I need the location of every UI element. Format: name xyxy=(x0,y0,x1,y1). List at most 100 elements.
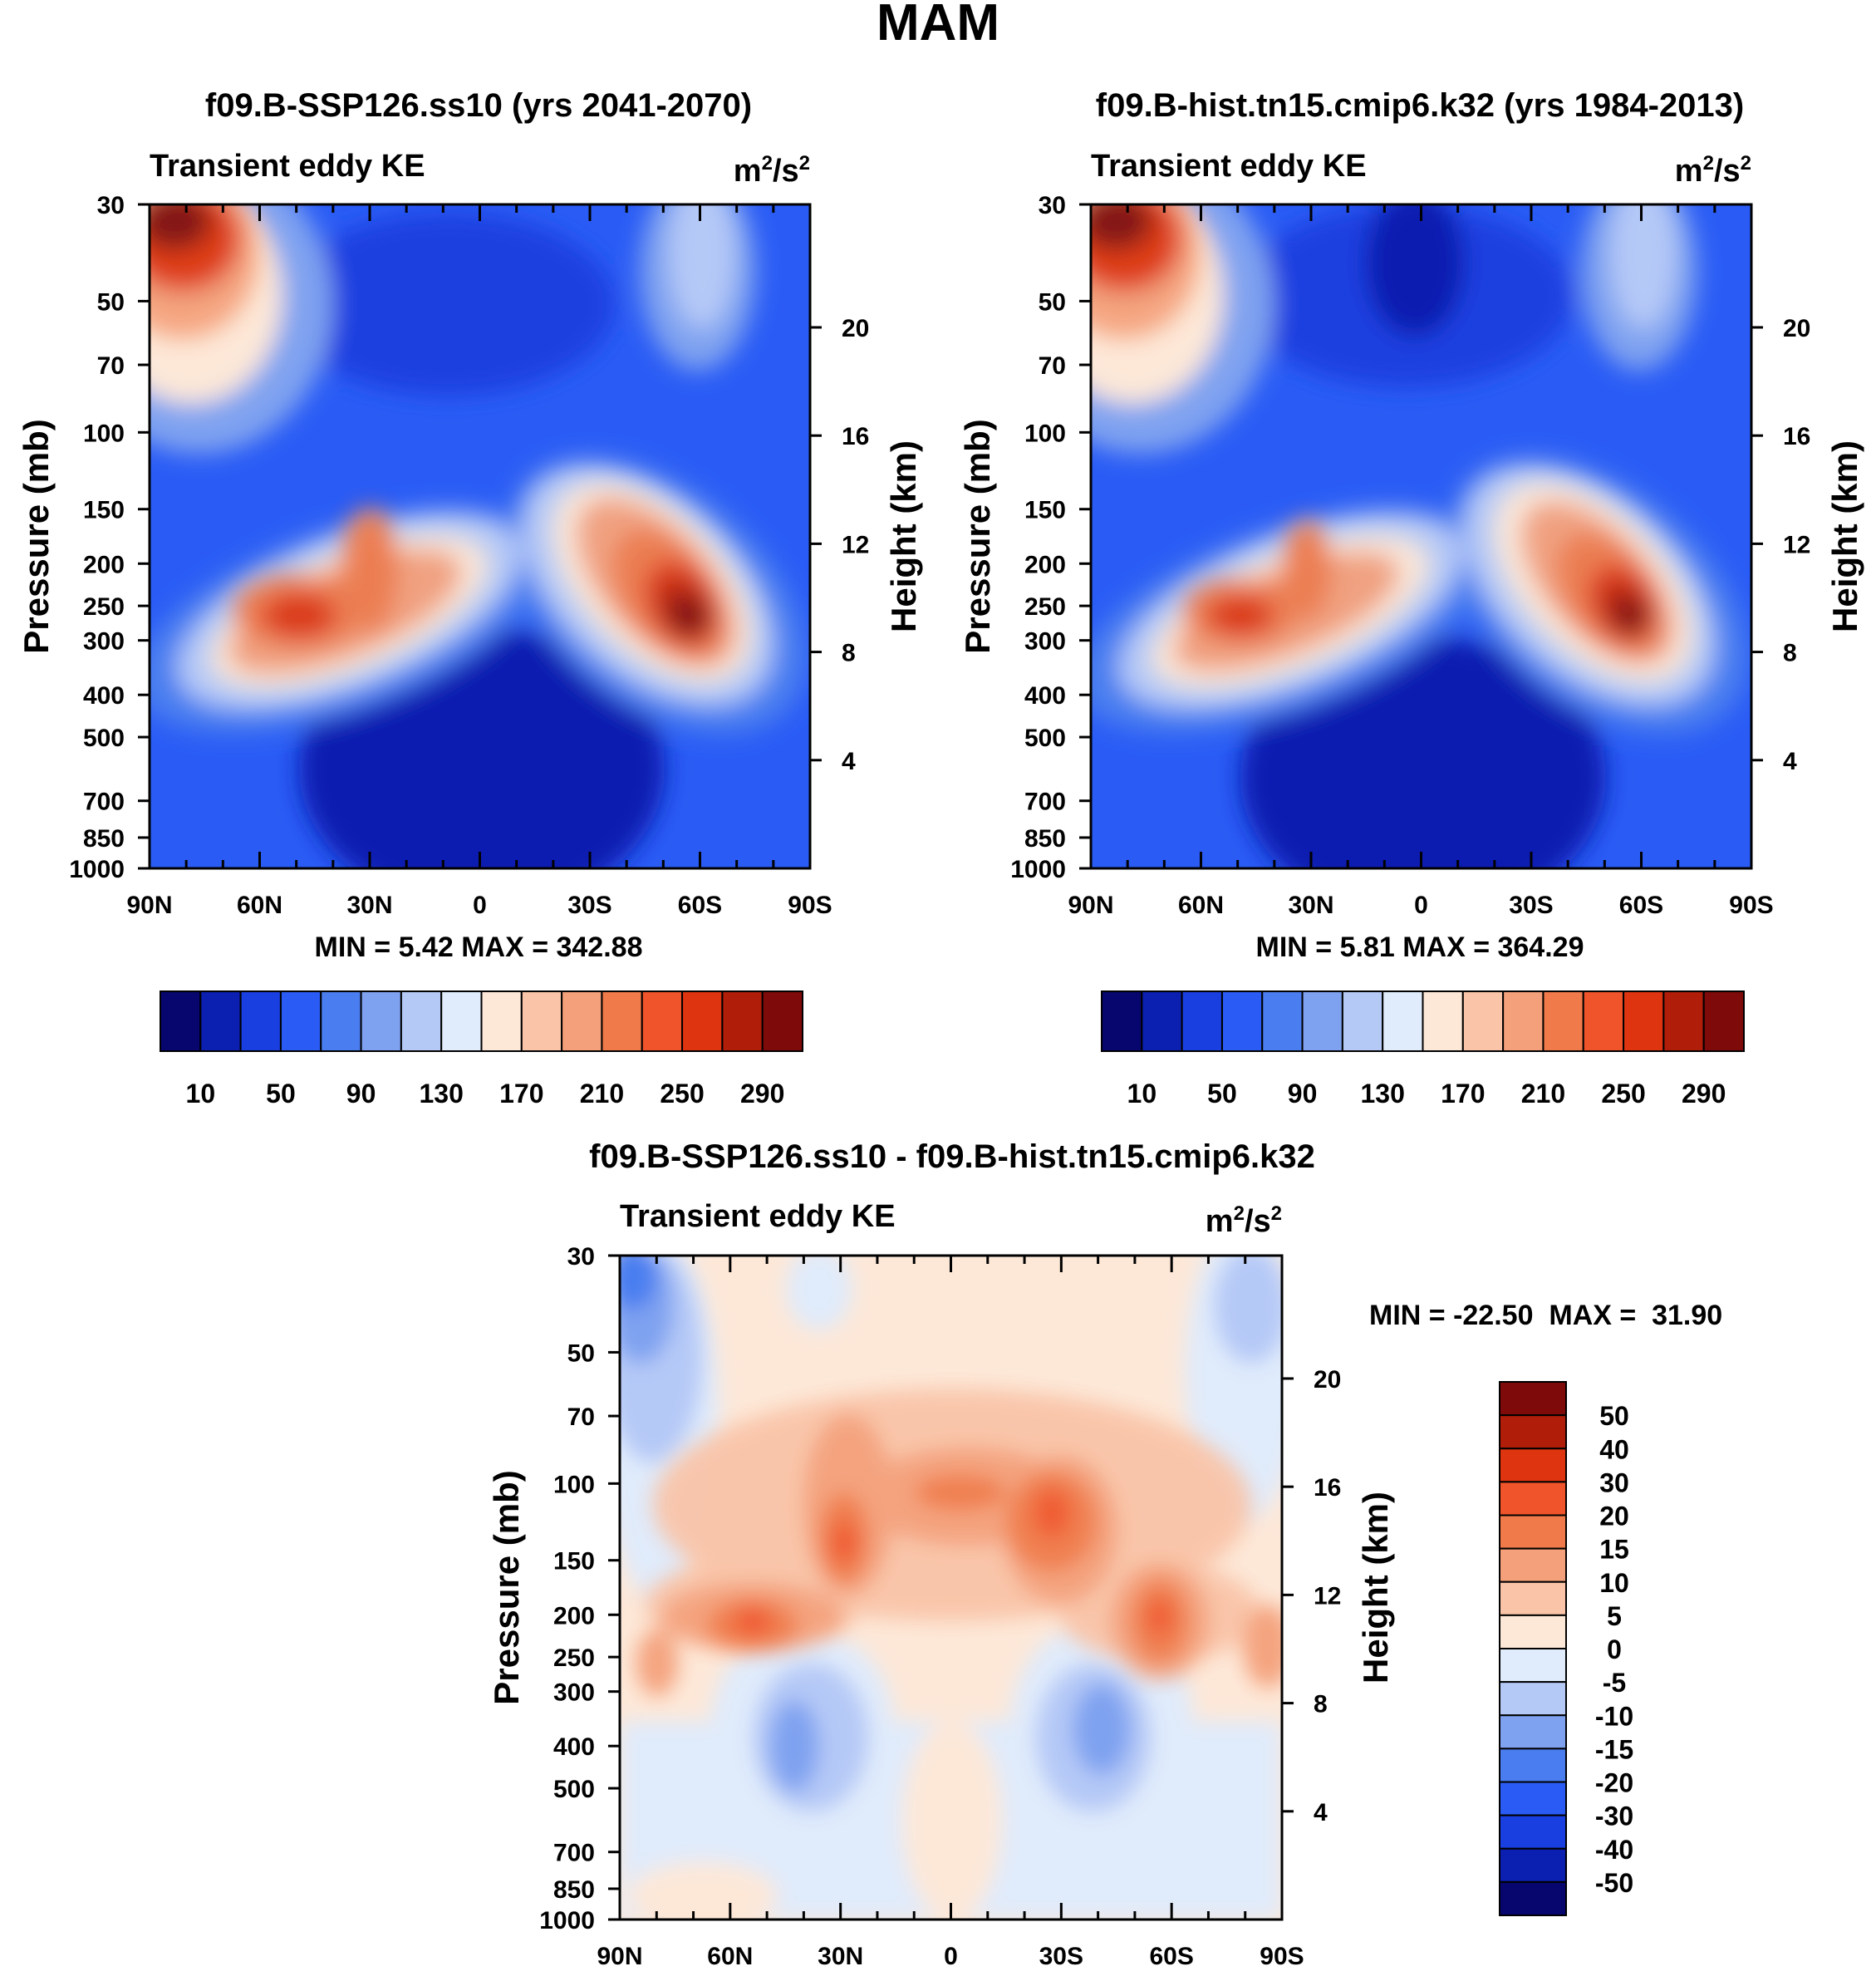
colorbar-label: 15 xyxy=(1599,1535,1629,1565)
y-tick-label: 850 xyxy=(1024,825,1066,853)
y-tick-label: 700 xyxy=(553,1840,595,1867)
colorbar-box xyxy=(360,990,402,1052)
colorbar-label: 50 xyxy=(1207,1079,1237,1108)
colorbar-box xyxy=(1422,990,1464,1052)
y-axis-title: Pressure (mb) xyxy=(17,419,56,653)
x-tick-label: 60S xyxy=(1149,1943,1193,1970)
y-tick-label: 150 xyxy=(553,1548,595,1575)
colorbar-label: 290 xyxy=(740,1079,784,1108)
colorbar-label: 10 xyxy=(1127,1079,1157,1108)
y2-tick-label: 20 xyxy=(1314,1366,1341,1394)
y-tick-label: 250 xyxy=(1024,593,1066,621)
colorbar-box xyxy=(601,990,643,1052)
colorbar-box xyxy=(1220,990,1264,1052)
x-tick-label: 60S xyxy=(678,892,722,919)
y-tick-label: 100 xyxy=(83,420,125,447)
y-tick-label: 500 xyxy=(553,1776,595,1803)
colorbar-box xyxy=(1662,990,1705,1052)
units-label: m2/s2 xyxy=(1206,1202,1282,1239)
panel-difference: f09.B-SSP126.ss10 - f09.B-hist.tn15.cmip… xyxy=(589,1138,1722,1921)
y-tick-label: 70 xyxy=(1039,352,1066,380)
colorbar-box xyxy=(1181,990,1223,1052)
colorbar-label: -20 xyxy=(1595,1768,1633,1798)
colorbar-box xyxy=(239,990,282,1052)
y-tick-label: 500 xyxy=(83,725,125,752)
y2-tick-label: 16 xyxy=(842,423,869,450)
colorbar-box xyxy=(1499,1847,1567,1883)
x-tick-label: 60N xyxy=(707,1943,753,1970)
colorbar-box xyxy=(1499,1714,1567,1750)
colorbar-label: 290 xyxy=(1682,1079,1726,1108)
y-tick-label: 50 xyxy=(1039,288,1066,316)
y2-tick-label: 4 xyxy=(1314,1799,1328,1826)
y-tick-label: 30 xyxy=(1039,192,1066,219)
generated-axes: 90N 60N 30N 0 30S 60S 90S305070100150200250300… xyxy=(17,192,1864,1970)
colorbar-label: 50 xyxy=(1599,1401,1629,1431)
colorbar-box xyxy=(1499,1481,1567,1516)
y-tick-label: 700 xyxy=(1024,789,1066,816)
colorbar-label: -40 xyxy=(1595,1835,1633,1865)
y-axis-title: Pressure (mb) xyxy=(958,419,997,653)
panel-title: f09.B-hist.tn15.cmip6.k32 (yrs 1984-2013… xyxy=(1096,87,1744,124)
colorbar-box xyxy=(1499,1514,1567,1550)
colorbar-box xyxy=(1499,1414,1567,1450)
colorbar-box xyxy=(480,990,523,1052)
colorbar-label: 50 xyxy=(266,1079,296,1108)
panel-title: f09.B-SSP126.ss10 (yrs 2041-2070) xyxy=(205,87,752,124)
x-tick-label: 0 xyxy=(1414,892,1428,919)
colorbar-box xyxy=(721,990,764,1052)
x-tick-label: 90N xyxy=(126,892,172,919)
y-tick-label: 30 xyxy=(567,1243,595,1271)
y-tick-label: 100 xyxy=(1024,420,1066,447)
colorbar-box xyxy=(1141,990,1183,1052)
contour-plot xyxy=(620,1256,1282,1920)
colorbar-label: 170 xyxy=(1441,1079,1485,1108)
y2-tick-label: 16 xyxy=(1783,423,1810,450)
units-label: m2/s2 xyxy=(734,152,810,189)
colorbar-box xyxy=(1341,990,1384,1052)
x-tick-label: 30S xyxy=(1039,1943,1083,1970)
colorbar-label: 90 xyxy=(1288,1079,1318,1108)
colorbar-label: -10 xyxy=(1595,1701,1633,1731)
y-tick-label: 150 xyxy=(1024,497,1066,524)
colorbar-box xyxy=(1502,990,1545,1052)
y-tick-label: 50 xyxy=(567,1340,595,1367)
colorbar-label: 250 xyxy=(660,1079,704,1108)
colorbar-label: 210 xyxy=(1521,1079,1565,1108)
y2-tick-label: 20 xyxy=(1783,315,1810,342)
y2-axis-title: Height (km) xyxy=(884,440,923,632)
x-tick-label: 0 xyxy=(944,1943,958,1970)
colorbar-box xyxy=(1499,1614,1567,1649)
x-tick-label: 90S xyxy=(788,892,832,919)
colorbar-box xyxy=(199,990,242,1052)
y-tick-label: 1000 xyxy=(1010,856,1066,883)
y-tick-label: 300 xyxy=(83,628,125,656)
colorbar-box xyxy=(1582,990,1625,1052)
colorbar-box xyxy=(641,990,684,1052)
contour-plot xyxy=(150,204,810,868)
colorbar-box xyxy=(320,990,362,1052)
colorbar-box xyxy=(440,990,483,1052)
colorbar-box xyxy=(1382,990,1424,1052)
min-max-readout: MIN = 5.42 MAX = 342.88 xyxy=(315,932,643,963)
colorbar-label: 10 xyxy=(1599,1568,1629,1598)
y2-tick-label: 4 xyxy=(842,748,856,775)
colorbar-box xyxy=(1623,990,1665,1052)
colorbar-box xyxy=(279,990,322,1052)
colorbar-box xyxy=(1101,990,1143,1052)
colorbar-box xyxy=(1499,1681,1567,1717)
variable-label: Transient eddy KE xyxy=(1091,149,1367,184)
colorbar-label: 170 xyxy=(499,1079,543,1108)
panel-ssp126: f09.B-SSP126.ss10 (yrs 2041-2070) Transi… xyxy=(148,87,812,870)
x-tick-label: 60S xyxy=(1619,892,1663,919)
panel-title: f09.B-SSP126.ss10 - f09.B-hist.tn15.cmip… xyxy=(589,1138,1315,1175)
y-tick-label: 850 xyxy=(83,825,125,853)
min-max-readout: MIN = -22.50 MAX = 31.90 xyxy=(1369,1300,1722,1331)
colorbar-box xyxy=(1499,1648,1567,1684)
x-tick-label: 60N xyxy=(237,892,282,919)
colorbar-box xyxy=(681,990,724,1052)
y2-axis-title: Height (km) xyxy=(1825,440,1864,632)
y-tick-label: 400 xyxy=(83,682,125,710)
x-tick-label: 30N xyxy=(1288,892,1333,919)
